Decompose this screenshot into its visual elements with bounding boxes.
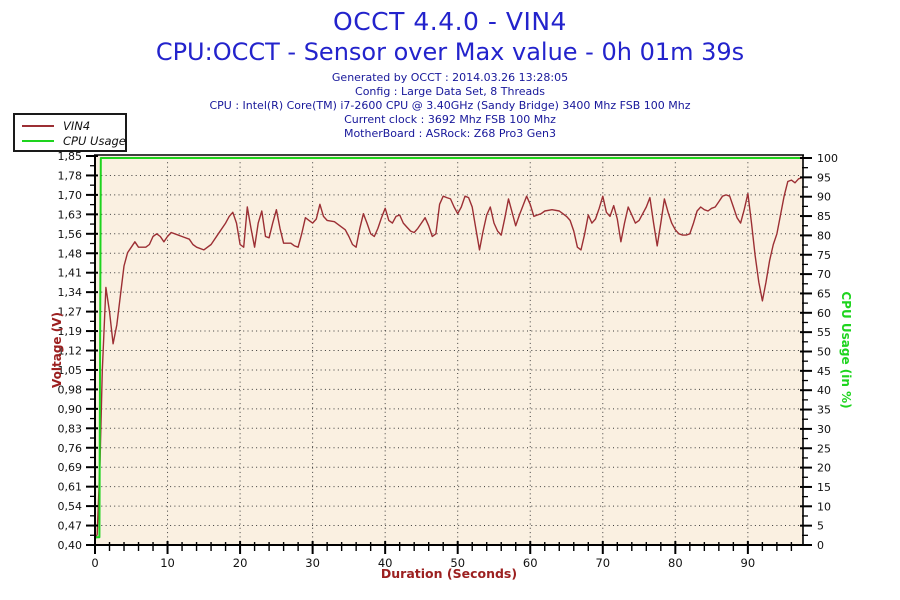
vin4-line-swatch <box>22 124 54 127</box>
system-info-block: Generated by OCCT : 2014.03.26 13:28:05 … <box>0 71 900 141</box>
left-axis-tick-label: 1,78 <box>58 169 83 182</box>
x-axis-tick-label: 40 <box>378 556 393 570</box>
left-axis-tick-label: 0,61 <box>58 481 83 494</box>
right-axis-tick-label: 60 <box>817 307 831 320</box>
x-axis-tick-label: 50 <box>450 556 465 570</box>
left-axis-tick-label: 1,56 <box>58 228 83 241</box>
legend: VIN4 CPU Usage <box>13 113 127 152</box>
left-axis-tick-label: 0,98 <box>58 383 83 396</box>
right-axis-tick-label: 50 <box>817 346 831 359</box>
right-axis-tick-label: 35 <box>817 404 831 417</box>
right-axis-tick-label: 20 <box>817 462 831 475</box>
legend-label-cpu-usage: CPU Usage <box>63 133 126 148</box>
right-axis-tick-label: 5 <box>817 520 824 533</box>
chart-subtitle: CPU:OCCT - Sensor over Max value - 0h 01… <box>155 38 745 66</box>
y-axis-label-cpu-usage: CPU Usage (in %) <box>839 291 853 409</box>
right-axis-tick-label: 65 <box>817 287 831 300</box>
right-axis-tick-label: 55 <box>817 326 831 339</box>
left-axis-tick-label: 0,47 <box>58 520 83 533</box>
legend-label-vin4: VIN4 <box>63 118 91 133</box>
left-axis-tick-label: 1,70 <box>58 189 83 202</box>
left-axis-tick-label: 1,63 <box>58 208 83 221</box>
plot-background <box>95 156 803 545</box>
left-axis-tick-label: 1,05 <box>58 364 83 377</box>
x-axis-tick-label: 20 <box>233 556 248 570</box>
info-line-generated: Generated by OCCT : 2014.03.26 13:28:05 <box>331 71 569 84</box>
right-axis-tick-label: 30 <box>817 423 831 436</box>
right-axis-tick-label: 90 <box>817 191 831 204</box>
left-axis-tick-label: 1,48 <box>58 247 83 260</box>
legend-item-cpu-usage: CPU Usage <box>15 133 126 148</box>
x-axis-tick-label: 60 <box>523 556 538 570</box>
x-axis-tick-label: 90 <box>741 556 756 570</box>
info-line-cpu: CPU : Intel(R) Core(TM) i7-2600 CPU @ 3.… <box>209 99 691 112</box>
left-axis-tick-label: 0,40 <box>58 539 83 552</box>
right-axis-tick-label: 75 <box>817 249 831 262</box>
right-axis-tick-label: 80 <box>817 229 831 242</box>
right-axis-tick-label: 85 <box>817 210 831 223</box>
legend-item-vin4: VIN4 <box>15 118 125 133</box>
left-axis-tick-label: 1,19 <box>58 325 83 338</box>
left-axis-tick-label: 1,41 <box>58 267 83 280</box>
left-axis-tick-label: 0,69 <box>58 461 83 474</box>
chart-title: OCCT 4.4.0 - VIN4 <box>333 7 567 36</box>
left-axis-tick-label: 1,27 <box>58 306 83 319</box>
right-axis-tick-label: 15 <box>817 481 831 494</box>
y-axis-label-voltage: Voltage (V) <box>50 312 64 388</box>
x-axis-tick-label: 10 <box>160 556 175 570</box>
x-axis-tick-label: 80 <box>668 556 683 570</box>
info-line-clock: Current clock : 3692 Mhz FSB 100 Mhz <box>344 113 556 126</box>
x-axis-tick-label: 0 <box>91 556 98 570</box>
series-line-vin4 <box>94 176 803 541</box>
right-axis-tick-label: 70 <box>817 268 831 281</box>
cpu-usage-line-swatch <box>22 139 54 142</box>
info-line-motherboard: MotherBoard : ASRock: Z68 Pro3 Gen3 <box>343 127 557 140</box>
left-axis-tick-label: 1,85 <box>58 150 83 163</box>
right-axis-tick-label: 10 <box>817 500 831 513</box>
right-axis-tick-label: 25 <box>817 442 831 455</box>
right-axis-tick-label: 45 <box>817 365 831 378</box>
series-line-cpu-usage <box>94 157 804 539</box>
info-line-config: Config : Large Data Set, 8 Threads <box>355 85 545 98</box>
right-axis-tick-label: 0 <box>817 539 824 552</box>
left-axis-tick-label: 0,83 <box>58 422 83 435</box>
right-axis-tick-label: 40 <box>817 384 831 397</box>
left-axis-tick-label: 1,34 <box>58 286 83 299</box>
left-axis-tick-label: 1,12 <box>58 345 83 358</box>
x-axis-label-duration: Duration (Seconds) <box>380 566 518 581</box>
right-axis-tick-label: 95 <box>817 171 831 184</box>
left-axis-tick-label: 0,54 <box>58 500 83 513</box>
right-axis-tick-label: 100 <box>817 152 838 165</box>
left-axis-tick-label: 0,90 <box>58 403 83 416</box>
x-axis-tick-label: 30 <box>305 556 320 570</box>
x-axis-tick-label: 70 <box>595 556 610 570</box>
left-axis-tick-label: 0,76 <box>58 442 83 455</box>
